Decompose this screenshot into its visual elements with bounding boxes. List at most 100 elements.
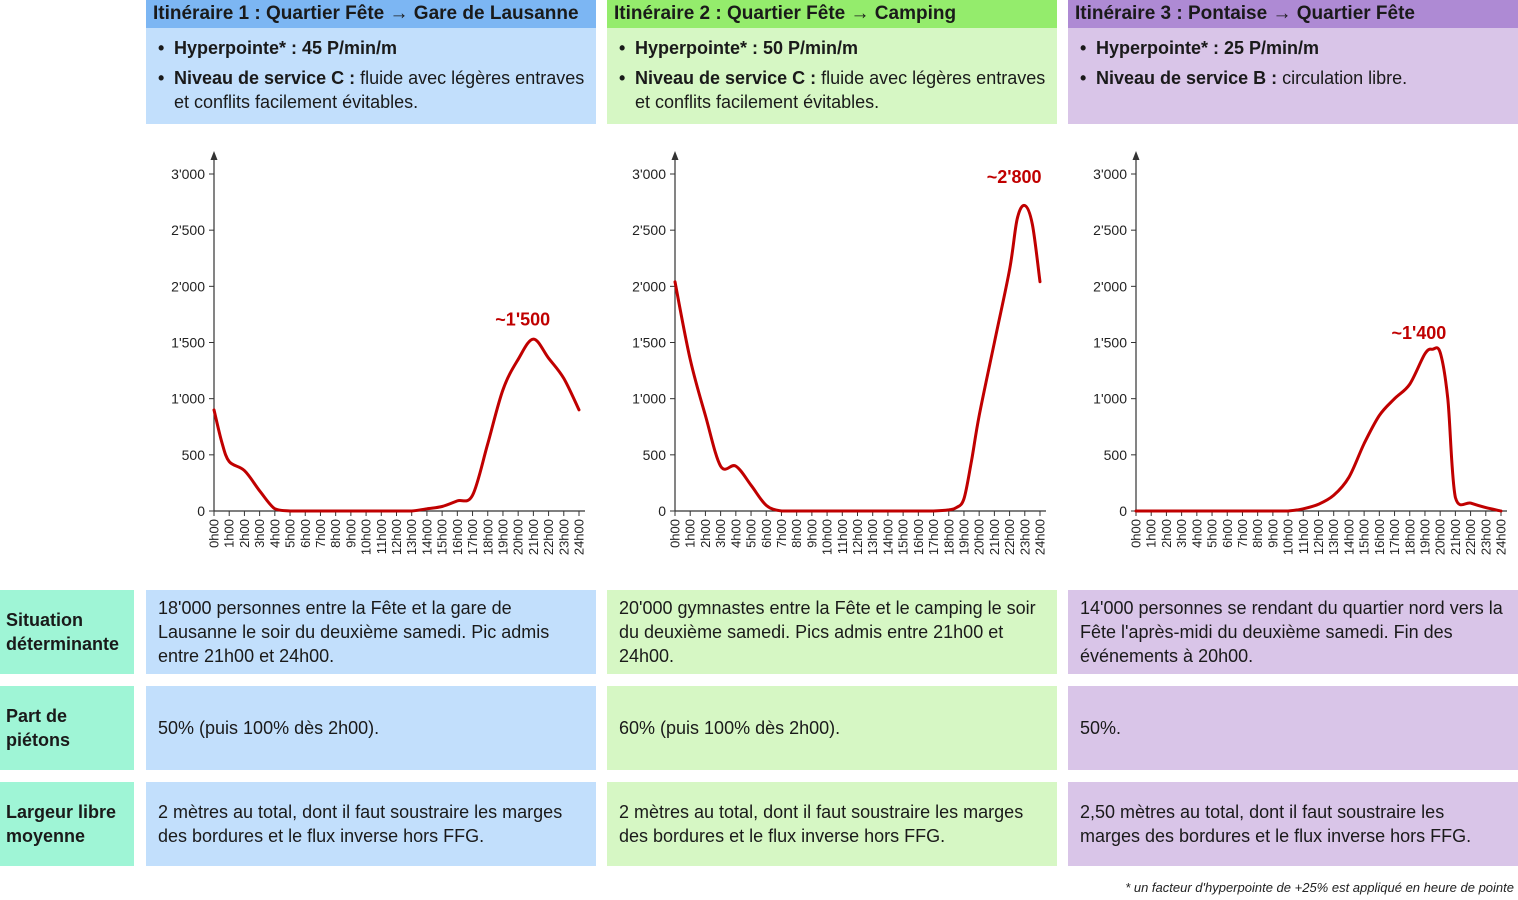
x-tick-label: 1h00	[683, 519, 698, 548]
x-tick-label: 13h00	[404, 519, 419, 555]
x-tick-label: 23h00	[556, 519, 571, 555]
hyperpointe-label: Hyperpointe* : 25 P/min/m	[1096, 38, 1320, 58]
hyperpointe-label: Hyperpointe* : 50 P/min/m	[635, 38, 859, 58]
chart-svg: 0 500 1'000 1'500 2'000 2'500 3'000 0h00 1h00 2h0…	[1093, 151, 1509, 555]
x-tick-label: 20h00	[1433, 519, 1448, 555]
x-tick-label: 4h00	[728, 519, 743, 548]
itinerary-1-column: Itinéraire 1 : Quartier Fête → Gare de L…	[146, 0, 596, 555]
x-tick-label: 23h00	[1017, 519, 1032, 555]
y-tick-label: 0	[1119, 503, 1127, 519]
x-tick-label: 16h00	[1372, 519, 1387, 555]
x-tick-label: 17h00	[926, 519, 941, 555]
x-tick-label: 5h00	[744, 519, 759, 548]
y-tick-label: 2'500	[171, 222, 205, 238]
x-tick-label: 19h00	[495, 519, 510, 555]
x-tick-label: 16h00	[450, 519, 465, 555]
itinerary-1-chart: 0 500 1'000 1'500 2'000 2'500 3'000 0h00 1h00 2h0…	[146, 138, 596, 578]
itinerary-1-info: Hyperpointe* : 45 P/min/m Niveau de serv…	[146, 28, 596, 124]
x-tick-label: 18h00	[1402, 519, 1417, 555]
largeur-cell-2: 2 mètres au total, dont il faut soustrai…	[607, 782, 1057, 866]
x-tick-label: 21h00	[1448, 519, 1463, 555]
y-tick-label: 500	[182, 447, 206, 463]
chart-svg: 0 500 1'000 1'500 2'000 2'500 3'000 0h00 1h00 2h0…	[171, 151, 587, 555]
service-label: Niveau de service C :	[174, 68, 356, 88]
service-label: Niveau de service C :	[635, 68, 817, 88]
row-label-largeur: Largeur libre moyenne	[0, 782, 134, 866]
x-tick-label: 12h00	[850, 519, 865, 555]
y-tick-label: 2'000	[1093, 278, 1127, 294]
x-tick-label: 17h00	[1387, 519, 1402, 555]
x-tick-label: 6h00	[759, 519, 774, 548]
y-tick-label: 1'500	[171, 335, 205, 351]
itinerary-2-column: Itinéraire 2 : Quartier Fête → Camping H…	[607, 0, 1057, 555]
x-tick-label: 15h00	[896, 519, 911, 555]
x-tick-label: 3h00	[713, 519, 728, 548]
x-tick-label: 13h00	[1326, 519, 1341, 555]
service-text: fluide avec légères entraves et conflits…	[174, 68, 585, 112]
peak-annotation: ~1'500	[495, 310, 550, 330]
x-tick-label: 19h00	[956, 519, 971, 555]
x-tick-label: 11h00	[374, 519, 389, 554]
largeur-cell-3: 2,50 mètres au total, dont il faut soust…	[1068, 782, 1518, 866]
x-tick-label: 13h00	[865, 519, 880, 555]
x-tick-label: 8h00	[789, 519, 804, 548]
x-tick-label: 0h00	[1129, 519, 1144, 548]
y-tick-label: 2'000	[171, 278, 205, 294]
itinerary-3-chart: 0 500 1'000 1'500 2'000 2'500 3'000 0h00 1h00 2h0…	[1068, 138, 1518, 578]
service-text: fluide avec légères entraves et conflits…	[635, 68, 1046, 112]
x-tick-label: 15h00	[435, 519, 450, 555]
y-tick-label: 500	[643, 447, 667, 463]
data-curve	[212, 337, 581, 513]
x-tick-label: 14h00	[880, 519, 895, 555]
x-tick-label: 21h00	[526, 519, 541, 555]
x-tick-label: 24h00	[572, 519, 587, 555]
y-axis-arrow	[210, 151, 218, 160]
x-tick-label: 14h00	[419, 519, 434, 555]
x-tick-label: 9h00	[343, 519, 358, 548]
y-tick-label: 1'000	[632, 391, 666, 407]
x-tick-label: 9h00	[1265, 519, 1280, 548]
service-bullet: Niveau de service B : circulation libre.	[1080, 66, 1508, 90]
service-label: Niveau de service B :	[1096, 68, 1278, 88]
largeur-cell-1: 2 mètres au total, dont il faut soustrai…	[146, 782, 596, 866]
y-tick-label: 1'000	[1093, 391, 1127, 407]
itinerary-2-chart: 0 500 1'000 1'500 2'000 2'500 3'000 0h00 1h00 2h0…	[607, 138, 1057, 578]
y-tick-label: 1'500	[1093, 335, 1127, 351]
x-tick-label: 3h00	[1174, 519, 1189, 548]
x-tick-label: 12h00	[389, 519, 404, 555]
x-tick-label: 4h00	[1189, 519, 1204, 548]
part-cell-1: 50% (puis 100% dès 2h00).	[146, 686, 596, 770]
row-label-part: Part de piétons	[0, 686, 134, 770]
situation-cell-2: 20'000 gymnastes entre la Fête et le cam…	[607, 590, 1057, 674]
x-tick-label: 17h00	[465, 519, 480, 555]
y-tick-label: 0	[658, 503, 666, 519]
hyperpointe-bullet: Hyperpointe* : 50 P/min/m	[619, 36, 1047, 60]
x-tick-label: 2h00	[1159, 519, 1174, 548]
data-curve	[673, 203, 1042, 513]
x-tick-label: 1h00	[1144, 519, 1159, 548]
x-tick-label: 18h00	[941, 519, 956, 555]
x-tick-label: 0h00	[207, 519, 222, 548]
x-tick-label: 5h00	[283, 519, 298, 548]
x-tick-label: 9h00	[804, 519, 819, 548]
service-bullet: Niveau de service C : fluide avec légère…	[619, 66, 1047, 114]
y-tick-label: 3'000	[1093, 166, 1127, 182]
x-tick-label: 7h00	[774, 519, 789, 548]
x-tick-label: 11h00	[835, 519, 850, 554]
x-tick-label: 8h00	[328, 519, 343, 548]
y-tick-label: 2'500	[632, 222, 666, 238]
situation-cell-1: 18'000 personnes entre la Fête et la gar…	[146, 590, 596, 674]
x-tick-label: 23h00	[1478, 519, 1493, 555]
hyperpointe-bullet: Hyperpointe* : 45 P/min/m	[158, 36, 586, 60]
x-tick-label: 3h00	[252, 519, 267, 548]
x-tick-label: 2h00	[237, 519, 252, 548]
x-tick-label: 20h00	[511, 519, 526, 555]
itinerary-1-title: Itinéraire 1 : Quartier Fête → Gare de L…	[146, 0, 596, 28]
x-tick-label: 0h00	[668, 519, 683, 548]
x-tick-label: 10h00	[1281, 519, 1296, 555]
row-label-situation: Situation déterminante	[0, 590, 134, 674]
x-tick-label: 12h00	[1311, 519, 1326, 555]
peak-annotation: ~1'400	[1391, 323, 1446, 343]
x-tick-label: 8h00	[1250, 519, 1265, 548]
y-tick-label: 0	[197, 503, 205, 519]
